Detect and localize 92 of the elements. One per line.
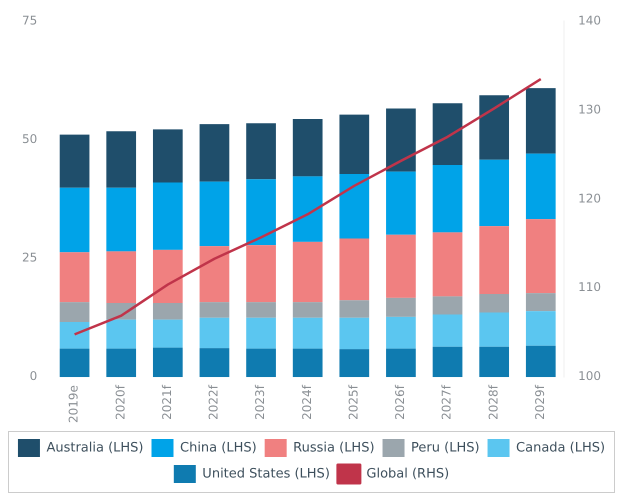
bar (106, 320, 136, 349)
y2-tick-label: 110 (578, 280, 601, 294)
bar (386, 108, 416, 172)
bar (200, 246, 230, 302)
bar (60, 188, 90, 252)
y-tick-label: 25 (22, 250, 38, 265)
bar (292, 302, 323, 318)
legend-label: United States (LHS) (202, 466, 330, 482)
bar (432, 314, 462, 347)
x-tick-label: 2020f (113, 384, 128, 420)
bar (432, 232, 462, 296)
x-tick-label: 2028f (486, 384, 500, 420)
bar (60, 252, 90, 302)
bar (246, 123, 276, 180)
bar (526, 346, 556, 378)
legend-label: Russia (LHS) (293, 440, 375, 456)
bar (152, 348, 183, 378)
legend-label: Global (RHS) (366, 466, 450, 482)
bar (200, 124, 230, 182)
bar (200, 318, 230, 348)
bar (246, 179, 276, 246)
bar (60, 302, 90, 322)
bar (386, 316, 416, 349)
bar (386, 298, 416, 317)
bar (526, 219, 556, 294)
legend-label: China (LHS) (180, 440, 257, 456)
bar (479, 294, 510, 313)
bar (339, 114, 370, 174)
bar (292, 242, 323, 302)
bar (339, 300, 370, 318)
bar (152, 182, 183, 250)
bar (479, 312, 510, 347)
bar (479, 346, 510, 378)
bar (152, 303, 183, 320)
x-tick-label: 2026f (393, 384, 408, 420)
x-tick-label: 2019e (66, 385, 81, 423)
y2-tick-label: 120 (578, 191, 601, 206)
y-tick-label: 50 (22, 132, 38, 146)
bar (432, 103, 462, 165)
bar (339, 238, 370, 300)
x-tick-label: 2023f (253, 384, 268, 420)
bar (479, 160, 510, 226)
bar (152, 129, 183, 183)
bar (386, 172, 416, 235)
y2-tick-label: 100 (578, 369, 601, 384)
bar (432, 346, 462, 378)
bar (200, 348, 230, 378)
x-tick-label: 2021f (160, 384, 174, 420)
bar (246, 302, 276, 318)
x-tick-label: 2025f (346, 384, 360, 420)
bar (526, 311, 556, 346)
bar (106, 131, 136, 188)
bar (292, 176, 323, 242)
bar (292, 118, 323, 176)
bar (60, 348, 90, 378)
y2-tick-label: 130 (578, 102, 601, 116)
bar (526, 154, 556, 220)
bar (479, 95, 510, 160)
bar (200, 302, 230, 318)
bar (246, 245, 276, 302)
bar (339, 349, 370, 378)
bar (60, 134, 90, 188)
bar (526, 88, 556, 154)
bar (432, 164, 462, 232)
bar (339, 318, 370, 350)
bar (106, 251, 136, 304)
x-tick-label: 2024f (300, 384, 314, 420)
bar (152, 250, 183, 304)
legend-label: Canada (LHS) (516, 440, 606, 456)
bar (106, 348, 136, 378)
bar (292, 348, 323, 378)
x-tick-label: 2022f (206, 384, 221, 420)
bar (386, 348, 416, 378)
legend-label: Australia (LHS) (46, 440, 144, 456)
bar (339, 174, 370, 239)
bar (152, 320, 183, 348)
y-tick-label: 0 (30, 369, 38, 384)
y2-tick-label: 140 (578, 13, 601, 28)
bar (292, 318, 323, 349)
y-tick-label: 75 (22, 13, 38, 28)
bar (386, 234, 416, 298)
bar (526, 293, 556, 312)
x-tick-label: 2029f (532, 384, 547, 420)
bar (479, 226, 510, 294)
bar (246, 348, 276, 378)
bar (106, 188, 136, 252)
bar (60, 322, 90, 349)
bar (432, 296, 462, 314)
x-tick-label: 2027f (440, 384, 454, 420)
bar (200, 182, 230, 246)
legend-label: Peru (LHS) (411, 440, 480, 456)
bar (246, 318, 276, 349)
